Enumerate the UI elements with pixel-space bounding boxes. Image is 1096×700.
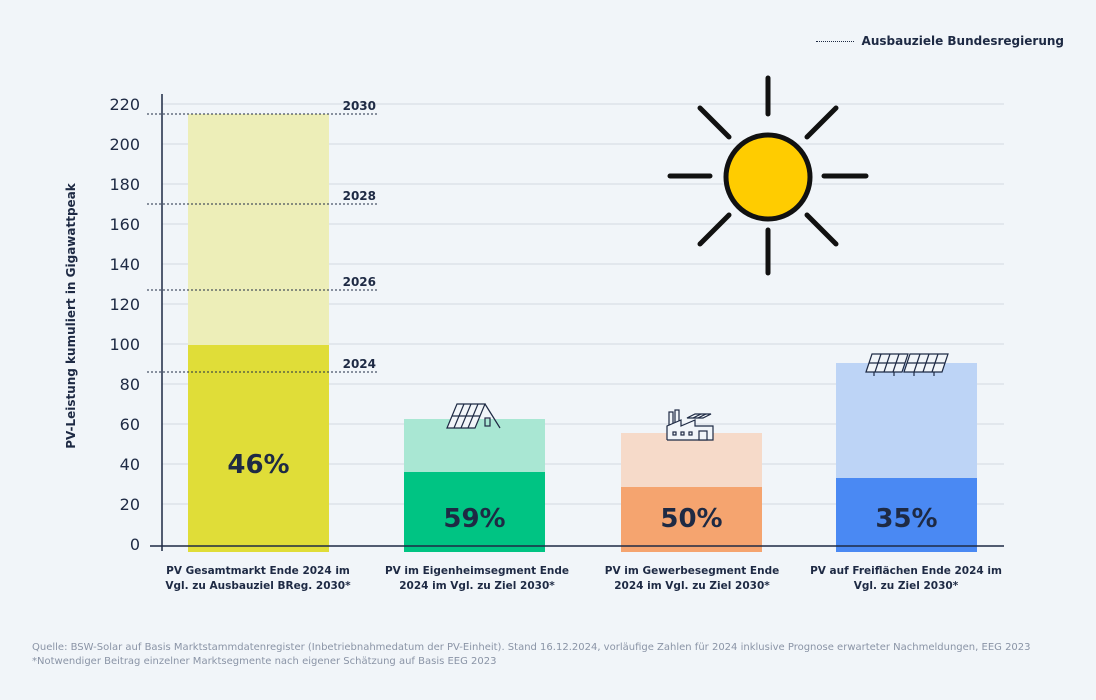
y-tick-label-100: 100 — [109, 335, 140, 354]
legend-label: Ausbauziele Bundesregierung — [861, 34, 1064, 48]
y-tick-label-220: 220 — [109, 95, 140, 114]
percent-label-2: 50% — [660, 504, 722, 534]
category-label-freiflaechen: PV auf Freiflächen Ende 2024 im Vgl. zu … — [810, 565, 1002, 592]
y-tick-label-180: 180 — [109, 175, 140, 194]
sun-icon — [667, 75, 869, 276]
category-label-gewerbe: PV im Gewerbesegment Ende 2024 im Vgl. z… — [604, 565, 780, 592]
percent-label-1: 59% — [443, 504, 505, 534]
y-tick-label-120: 120 — [109, 295, 140, 314]
target-label-2028: 2028 — [343, 189, 376, 203]
percent-label-0: 46% — [227, 450, 289, 480]
house-solar-icon — [446, 403, 501, 429]
target-label-2026: 2026 — [343, 275, 376, 289]
footer: Quelle: BSW-Solar auf Basis Marktstammda… — [32, 641, 1031, 669]
legend: Ausbauziele Bundesregierung — [815, 34, 1064, 48]
target-label-2030: 2030 — [343, 99, 376, 113]
y-tick-label-60: 60 — [120, 415, 140, 434]
actual-bar-1 — [404, 472, 545, 552]
source-note: Quelle: BSW-Solar auf Basis Marktstammda… — [32, 642, 1031, 653]
y-tick-label-140: 140 — [109, 255, 140, 274]
actual-bar-2 — [621, 487, 762, 552]
actual-bar-3 — [836, 478, 977, 552]
y-tick-label-160: 160 — [109, 215, 140, 234]
percent-label-3: 35% — [875, 504, 937, 534]
y-tick-label-80: 80 — [120, 375, 140, 394]
factory-solar-icon — [666, 409, 714, 441]
legend-dotted-line — [815, 40, 854, 42]
category-label-gesamtmarkt: PV Gesamtmarkt Ende 2024 im Vgl. zu Ausb… — [165, 565, 351, 592]
y-tick-label-0: 0 — [130, 535, 140, 554]
actual-bar-0 — [188, 345, 329, 552]
y-tick-label-200: 200 — [109, 135, 140, 154]
target-label-2024: 2024 — [343, 357, 376, 371]
category-label-eigenheim: PV im Eigenheimsegment Ende 2024 im Vgl.… — [384, 565, 570, 592]
footnote: *Notwendiger Beitrag einzelner Marktsegm… — [32, 656, 497, 667]
y-tick-label-20: 20 — [120, 495, 140, 514]
y-axis-label: PV-Leistung kumuliert in Gigawattpeak — [64, 182, 78, 449]
solar-panels-icon — [865, 353, 949, 376]
y-tick-label-40: 40 — [120, 455, 140, 474]
